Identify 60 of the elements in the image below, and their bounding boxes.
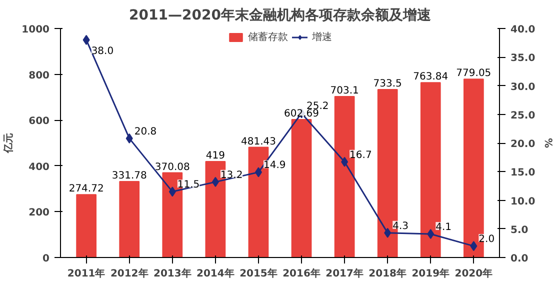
y-tick-label: 600 (28, 116, 50, 128)
x-tick-label: 2017年 (326, 268, 364, 280)
point (212, 176, 219, 187)
y2-tick-label: 0.0 (510, 254, 528, 264)
y2-tick-label: 25.0 (510, 110, 536, 122)
data-label: 733.5 (373, 78, 402, 90)
data-label: 763.84 (413, 72, 448, 83)
point (82, 34, 90, 45)
data-label: 38.0 (91, 46, 114, 57)
y-tick-label: 400 (28, 162, 50, 173)
x-tick-label: 2011年 (67, 268, 106, 280)
y2-tick-label: 10.0 (510, 196, 536, 208)
point (341, 156, 348, 167)
y2-tick-label: 30.0 (510, 82, 536, 93)
legend-label: 增速 (312, 30, 332, 44)
data-label: 4.3 (392, 220, 409, 232)
point (470, 241, 478, 252)
bar (119, 181, 140, 258)
point (254, 167, 262, 178)
bar (291, 118, 312, 258)
data-label: 419 (206, 150, 225, 162)
data-label: 2.0 (478, 234, 495, 246)
x-tick-label: 2013年 (153, 268, 192, 280)
y-axis-title: 亿元 (2, 133, 15, 154)
legend-label: 储蓄存款 (248, 30, 288, 44)
point (168, 186, 176, 197)
x-tick-label: 2015年 (240, 268, 278, 280)
x-tick-label: 2020年 (454, 268, 493, 280)
y2-tick-label: 40.0 (510, 24, 536, 36)
bar (76, 194, 97, 258)
data-label: 20.8 (134, 126, 157, 138)
y2-tick-label: 20.0 (510, 139, 536, 150)
data-label: 779.05 (456, 68, 492, 80)
data-label: 13.2 (220, 170, 243, 181)
y2-tick-label: 5.0 (510, 224, 528, 236)
y-tick-label: 800 (28, 70, 50, 82)
chart-title: 2011—2020年末金融机构各项存款余额及增速 (129, 6, 432, 24)
y2-tick-label: 35.0 (510, 53, 536, 64)
data-label: 4.1 (436, 222, 452, 234)
data-label: 370.08 (154, 162, 190, 173)
y-tick-label: 1000 (22, 24, 50, 36)
x-tick-label: 2012年 (110, 268, 148, 280)
x-tick-label: 2016年 (282, 268, 320, 280)
x-tick-label: 2019年 (412, 268, 450, 280)
data-label: 481.43 (240, 136, 276, 148)
y-tick-label: 200 (28, 208, 50, 219)
x-tick-label: 2014年 (196, 268, 234, 280)
data-label: 11.5 (177, 180, 200, 191)
data-label: 14.9 (263, 160, 286, 172)
point (126, 133, 133, 144)
y-tick-label: 0 (42, 254, 50, 264)
data-label: 274.72 (68, 184, 104, 195)
point (384, 228, 392, 238)
y2-tick-label: 15.0 (510, 168, 536, 179)
y2-axis-title: % (542, 138, 554, 148)
data-label: 331.78 (112, 170, 147, 182)
x-tick-label: 2018年 (368, 268, 407, 280)
point (427, 229, 434, 240)
data-label: 16.7 (350, 150, 372, 161)
data-label: 703.1 (330, 85, 359, 96)
